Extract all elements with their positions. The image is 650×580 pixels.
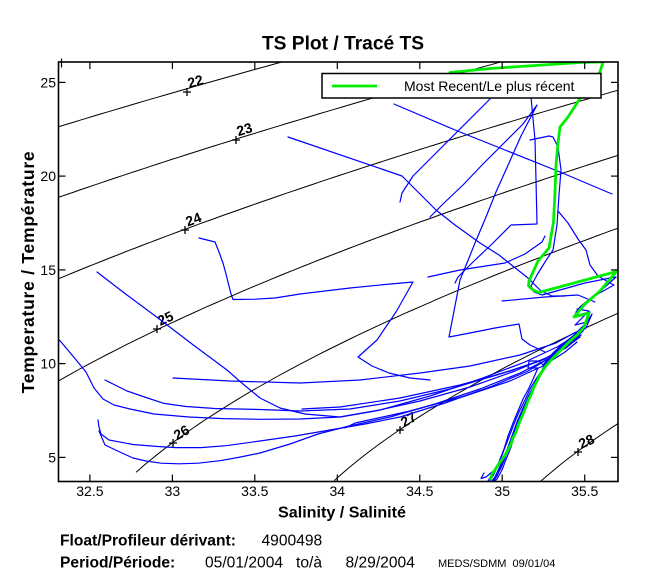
svg-text:34.5: 34.5 (406, 483, 433, 499)
svg-text:Float/Profileur dérivant:49004: Float/Profileur dérivant: 4900498 (60, 533, 322, 550)
svg-text:Salinity / Salinité: Salinity / Salinité (278, 504, 406, 522)
svg-text:Temperature / Température: Temperature / Température (18, 151, 38, 394)
svg-text:35: 35 (494, 483, 510, 499)
svg-text:35.5: 35.5 (571, 483, 598, 499)
svg-text:26: 26 (171, 421, 193, 443)
svg-text:MEDS/SDMM 09/01/04: MEDS/SDMM 09/01/04 (438, 558, 555, 570)
svg-text:20: 20 (40, 168, 56, 184)
svg-text:24: 24 (183, 209, 203, 229)
svg-text:5: 5 (48, 449, 56, 465)
svg-text:23: 23 (235, 119, 255, 139)
svg-text:28: 28 (576, 431, 597, 452)
svg-text:33: 33 (165, 483, 181, 499)
svg-text:34: 34 (330, 483, 346, 499)
svg-text:25: 25 (40, 74, 56, 90)
svg-text:25: 25 (155, 308, 176, 329)
svg-text:15: 15 (40, 262, 56, 278)
svg-text:22: 22 (186, 71, 206, 91)
svg-text:32.5: 32.5 (76, 483, 103, 499)
svg-text:10: 10 (40, 356, 56, 372)
svg-text:TS Plot / Tracé TS: TS Plot / Tracé TS (262, 34, 424, 55)
svg-text:Most Recent/Le plus récent: Most Recent/Le plus récent (404, 78, 575, 94)
svg-text:33.5: 33.5 (241, 483, 268, 499)
